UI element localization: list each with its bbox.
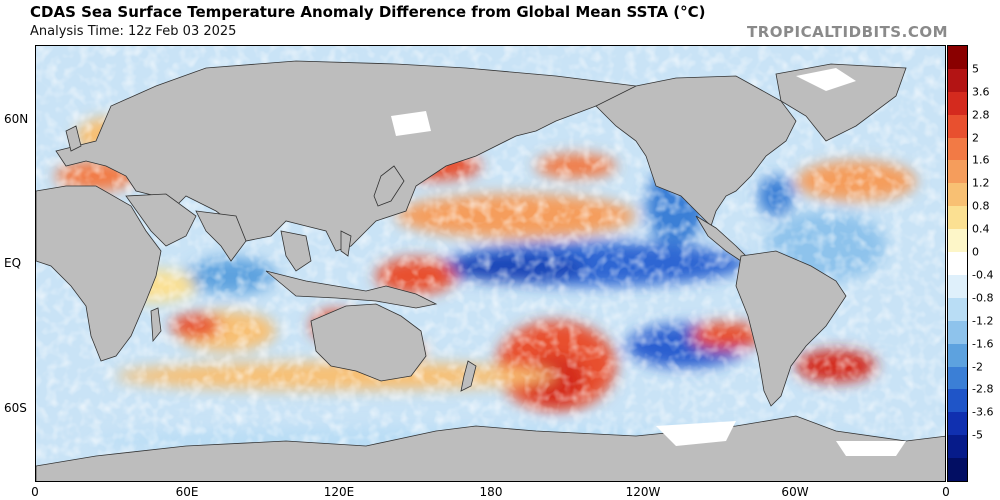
madagascar bbox=[150, 307, 162, 343]
colorbar-tick-label: 0.4 bbox=[972, 222, 990, 236]
colorbar-segment bbox=[948, 114, 967, 139]
colorbar-segment bbox=[948, 46, 967, 70]
colorbar-tick-label: -2 bbox=[972, 360, 983, 374]
colorbar-tick-label: -0.8 bbox=[972, 291, 994, 305]
australia bbox=[310, 303, 427, 382]
colorbar-tick-label: -1.6 bbox=[972, 337, 994, 351]
colorbar bbox=[947, 45, 968, 482]
colorbar-tick-label: -2.8 bbox=[972, 382, 994, 396]
map-canvas bbox=[36, 46, 945, 481]
lat-label-60s: 60S bbox=[4, 401, 27, 415]
colorbar-segment bbox=[948, 366, 967, 390]
new-zealand bbox=[460, 360, 477, 392]
sst-anomaly-map bbox=[35, 45, 946, 482]
colorbar-segment bbox=[948, 274, 967, 299]
colorbar-segment bbox=[948, 343, 967, 368]
colorbar-segment bbox=[948, 183, 967, 207]
colorbar-tick-label: 0.8 bbox=[972, 199, 990, 213]
colorbar-tick-label: -0.4 bbox=[972, 268, 994, 282]
lon-label-60w: 60W bbox=[781, 485, 809, 499]
colorbar-tick-label: -3.6 bbox=[972, 405, 994, 419]
colorbar-segment bbox=[948, 137, 967, 161]
brand-watermark: TROPICALTIDBITS.COM bbox=[747, 23, 948, 41]
colorbar-segment bbox=[948, 160, 967, 184]
colorbar-tick-label: 5 bbox=[972, 62, 979, 76]
greenland bbox=[775, 63, 907, 142]
colorbar-tick-label: 1.6 bbox=[972, 153, 990, 167]
colorbar-tick-label: 2 bbox=[972, 131, 979, 145]
colorbar-tick-label: 1.2 bbox=[972, 176, 990, 190]
colorbar-segment bbox=[948, 412, 967, 436]
philippines bbox=[340, 230, 352, 257]
lon-label-0-east: 0 bbox=[942, 485, 950, 499]
map-title: CDAS Sea Surface Temperature Anomaly Dif… bbox=[30, 3, 706, 21]
lat-label-eq: EQ bbox=[4, 256, 22, 270]
lon-label-60e: 60E bbox=[175, 485, 199, 499]
colorbar-tick-label: -5 bbox=[972, 428, 983, 442]
lon-label-120w: 120W bbox=[625, 485, 661, 499]
colorbar-segment bbox=[948, 91, 967, 116]
north-america bbox=[595, 75, 797, 227]
lat-label-60n: 60N bbox=[4, 112, 29, 126]
lon-label-0: 0 bbox=[31, 485, 39, 499]
colorbar-tick-label: 3.6 bbox=[972, 85, 990, 99]
lon-label-180: 180 bbox=[479, 485, 503, 499]
india bbox=[195, 210, 247, 262]
colorbar-tick-label: 2.8 bbox=[972, 108, 990, 122]
colorbar-segment bbox=[948, 435, 967, 459]
indonesia bbox=[265, 270, 438, 309]
colorbar-tick-label: -1.2 bbox=[972, 314, 994, 328]
colorbar-segment bbox=[948, 206, 967, 230]
colorbar-tick-label: 0 bbox=[972, 245, 979, 259]
south-america bbox=[735, 250, 847, 407]
colorbar-segment bbox=[948, 297, 967, 322]
great-britain bbox=[65, 125, 82, 152]
analysis-time: Analysis Time: 12z Feb 03 2025 bbox=[30, 24, 237, 39]
colorbar-segment bbox=[948, 229, 967, 253]
japan bbox=[373, 165, 405, 207]
colorbar-segment bbox=[948, 320, 967, 345]
colorbar-segment bbox=[948, 252, 967, 276]
colorbar-segment bbox=[948, 458, 967, 482]
lon-label-120e: 120E bbox=[323, 485, 355, 499]
sea-ice bbox=[391, 68, 906, 456]
colorbar-segment bbox=[948, 68, 967, 93]
africa bbox=[36, 185, 162, 362]
indochina bbox=[280, 230, 312, 272]
colorbar-segment bbox=[948, 389, 967, 413]
arabia bbox=[125, 193, 197, 247]
